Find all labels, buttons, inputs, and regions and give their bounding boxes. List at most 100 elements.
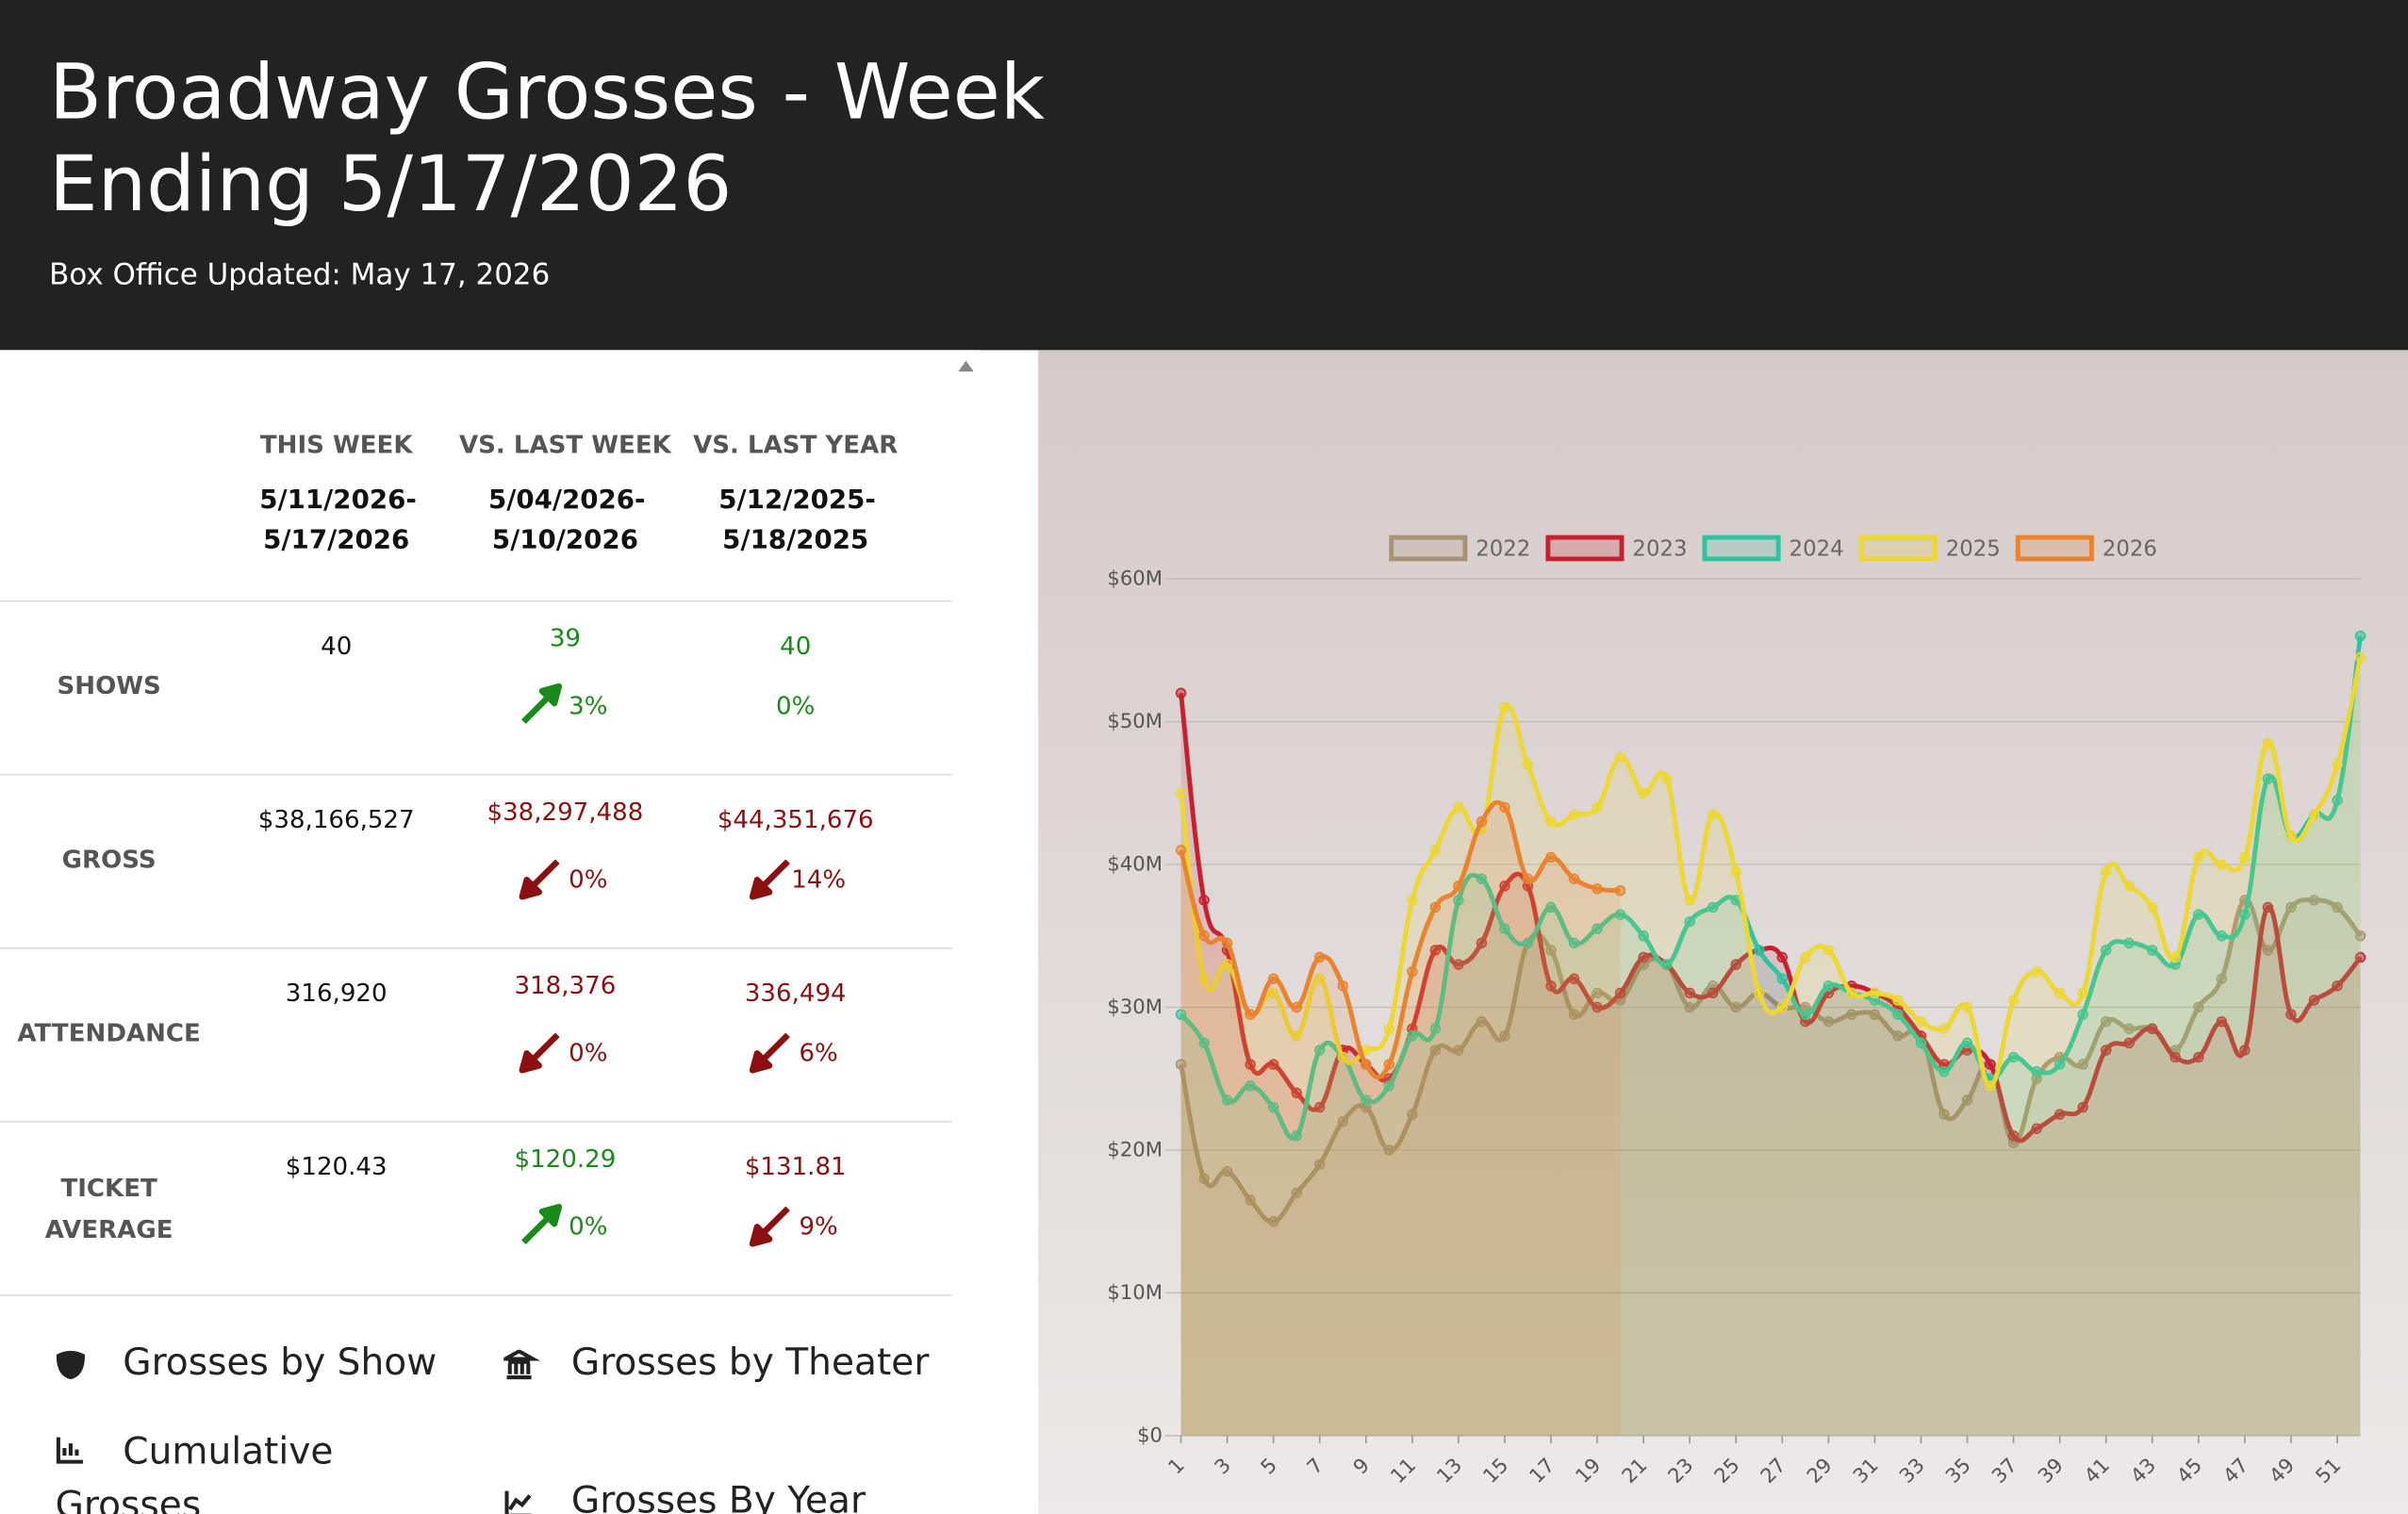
data-point xyxy=(1822,945,1835,956)
data-point xyxy=(1568,937,1580,949)
data-point xyxy=(1267,987,1279,999)
stats-panel: THIS WEEK 5/11/2026-5/17/2026 VS. LAST WEE… xyxy=(0,350,981,1514)
data-point xyxy=(2077,987,2088,999)
data-point xyxy=(1938,1109,1950,1120)
data-point xyxy=(2123,1023,2135,1034)
data-point xyxy=(1499,801,1510,814)
data-point xyxy=(2100,865,2112,878)
data-point xyxy=(1175,687,1187,699)
data-point xyxy=(1568,1009,1580,1020)
data-point xyxy=(1707,809,1719,820)
row-label: ATTENDANCE xyxy=(17,1017,201,1047)
data-point xyxy=(1638,787,1649,798)
data-point xyxy=(1291,1001,1302,1013)
data-point xyxy=(1198,930,1210,942)
link-icon xyxy=(504,1490,532,1514)
data-point xyxy=(2007,1051,2020,1063)
data-point xyxy=(1592,987,1603,999)
data-point xyxy=(1499,1030,1510,1042)
data-point xyxy=(2077,1101,2088,1113)
row-label: SHOWS xyxy=(57,670,161,700)
data-point xyxy=(2285,901,2297,913)
data-point xyxy=(1476,873,1488,884)
data-point xyxy=(1383,1080,1395,1092)
compare-value: 318,376 xyxy=(514,970,617,1000)
data-point xyxy=(1707,987,1719,999)
data-point xyxy=(1614,909,1626,920)
compare-value: $38,297,488 xyxy=(487,797,644,827)
data-point xyxy=(2239,851,2251,864)
data-point xyxy=(2354,651,2367,664)
nav-link[interactable]: Grosses by Show xyxy=(123,1340,437,1384)
link-icon xyxy=(56,1437,83,1464)
data-point xyxy=(1476,937,1488,949)
data-point xyxy=(1198,1037,1210,1049)
scroll-arrow[interactable] xyxy=(955,356,977,375)
data-point xyxy=(2262,901,2274,913)
data-point xyxy=(1429,1023,1442,1034)
data-point xyxy=(1522,759,1534,770)
data-point xyxy=(1684,915,1695,928)
data-point xyxy=(1754,987,1765,999)
data-point xyxy=(1892,1030,1904,1042)
data-point xyxy=(2332,759,2343,770)
data-point xyxy=(2262,773,2274,784)
data-point xyxy=(1291,1187,1302,1199)
legend-swatch xyxy=(1389,535,1468,562)
data-point xyxy=(1614,987,1626,999)
compare-value: $44,351,676 xyxy=(717,804,874,834)
data-point xyxy=(1267,1216,1279,1227)
nav-link[interactable]: Grosses by Theater xyxy=(570,1340,930,1384)
link-icon xyxy=(503,1349,541,1380)
data-point xyxy=(2332,901,2343,913)
data-point xyxy=(1822,1015,1835,1028)
data-point xyxy=(2354,951,2367,963)
series-area xyxy=(1180,802,1621,1436)
change-percent: 0% xyxy=(569,864,608,894)
data-point xyxy=(1361,1094,1372,1106)
data-point xyxy=(1267,1101,1279,1113)
data-point xyxy=(1291,1087,1302,1099)
data-point xyxy=(2053,1059,2066,1070)
data-point xyxy=(1499,701,1510,714)
data-point xyxy=(1175,787,1187,798)
data-point xyxy=(1846,1009,1857,1020)
data-point xyxy=(1499,880,1510,892)
y-tick-label: $10M xyxy=(1107,1280,1163,1304)
nav-link[interactable]: Cumulative Grosses xyxy=(55,1429,334,1514)
data-point xyxy=(2239,909,2251,920)
data-point xyxy=(1314,1159,1326,1170)
data-point xyxy=(1221,1094,1233,1106)
data-point xyxy=(2262,945,2274,956)
data-point xyxy=(1314,951,1326,963)
data-point xyxy=(1800,951,1811,963)
data-point xyxy=(2262,737,2274,749)
data-point xyxy=(1291,1030,1302,1042)
nav-link[interactable]: Grosses By Year xyxy=(570,1478,866,1514)
column-dates: 5/04/2026-5/10/2026 xyxy=(487,485,646,556)
legend-swatch xyxy=(1702,535,1781,562)
data-point xyxy=(1407,965,1418,978)
data-point xyxy=(2100,1045,2112,1056)
data-point xyxy=(1892,1009,1904,1020)
data-point xyxy=(2123,1037,2135,1049)
data-point xyxy=(2285,831,2297,842)
data-point xyxy=(1314,973,1326,984)
data-point xyxy=(1660,773,1673,784)
data-point xyxy=(1776,973,1789,984)
data-point xyxy=(2308,809,2320,820)
change-percent: 0% xyxy=(776,690,816,720)
data-point xyxy=(1938,1065,1950,1078)
data-point xyxy=(2354,930,2367,942)
data-point xyxy=(1429,901,1442,913)
legend-label: 2022 xyxy=(1476,537,1530,562)
trend-arrow xyxy=(749,859,790,900)
data-point xyxy=(1915,1037,1927,1049)
data-point xyxy=(1568,809,1580,820)
data-point xyxy=(2216,1015,2228,1028)
compare-value: 39 xyxy=(549,623,581,653)
data-point xyxy=(1660,959,1673,970)
data-point xyxy=(2031,1123,2042,1134)
y-tick-label: $20M xyxy=(1107,1137,1163,1160)
data-point xyxy=(2239,1045,2251,1056)
